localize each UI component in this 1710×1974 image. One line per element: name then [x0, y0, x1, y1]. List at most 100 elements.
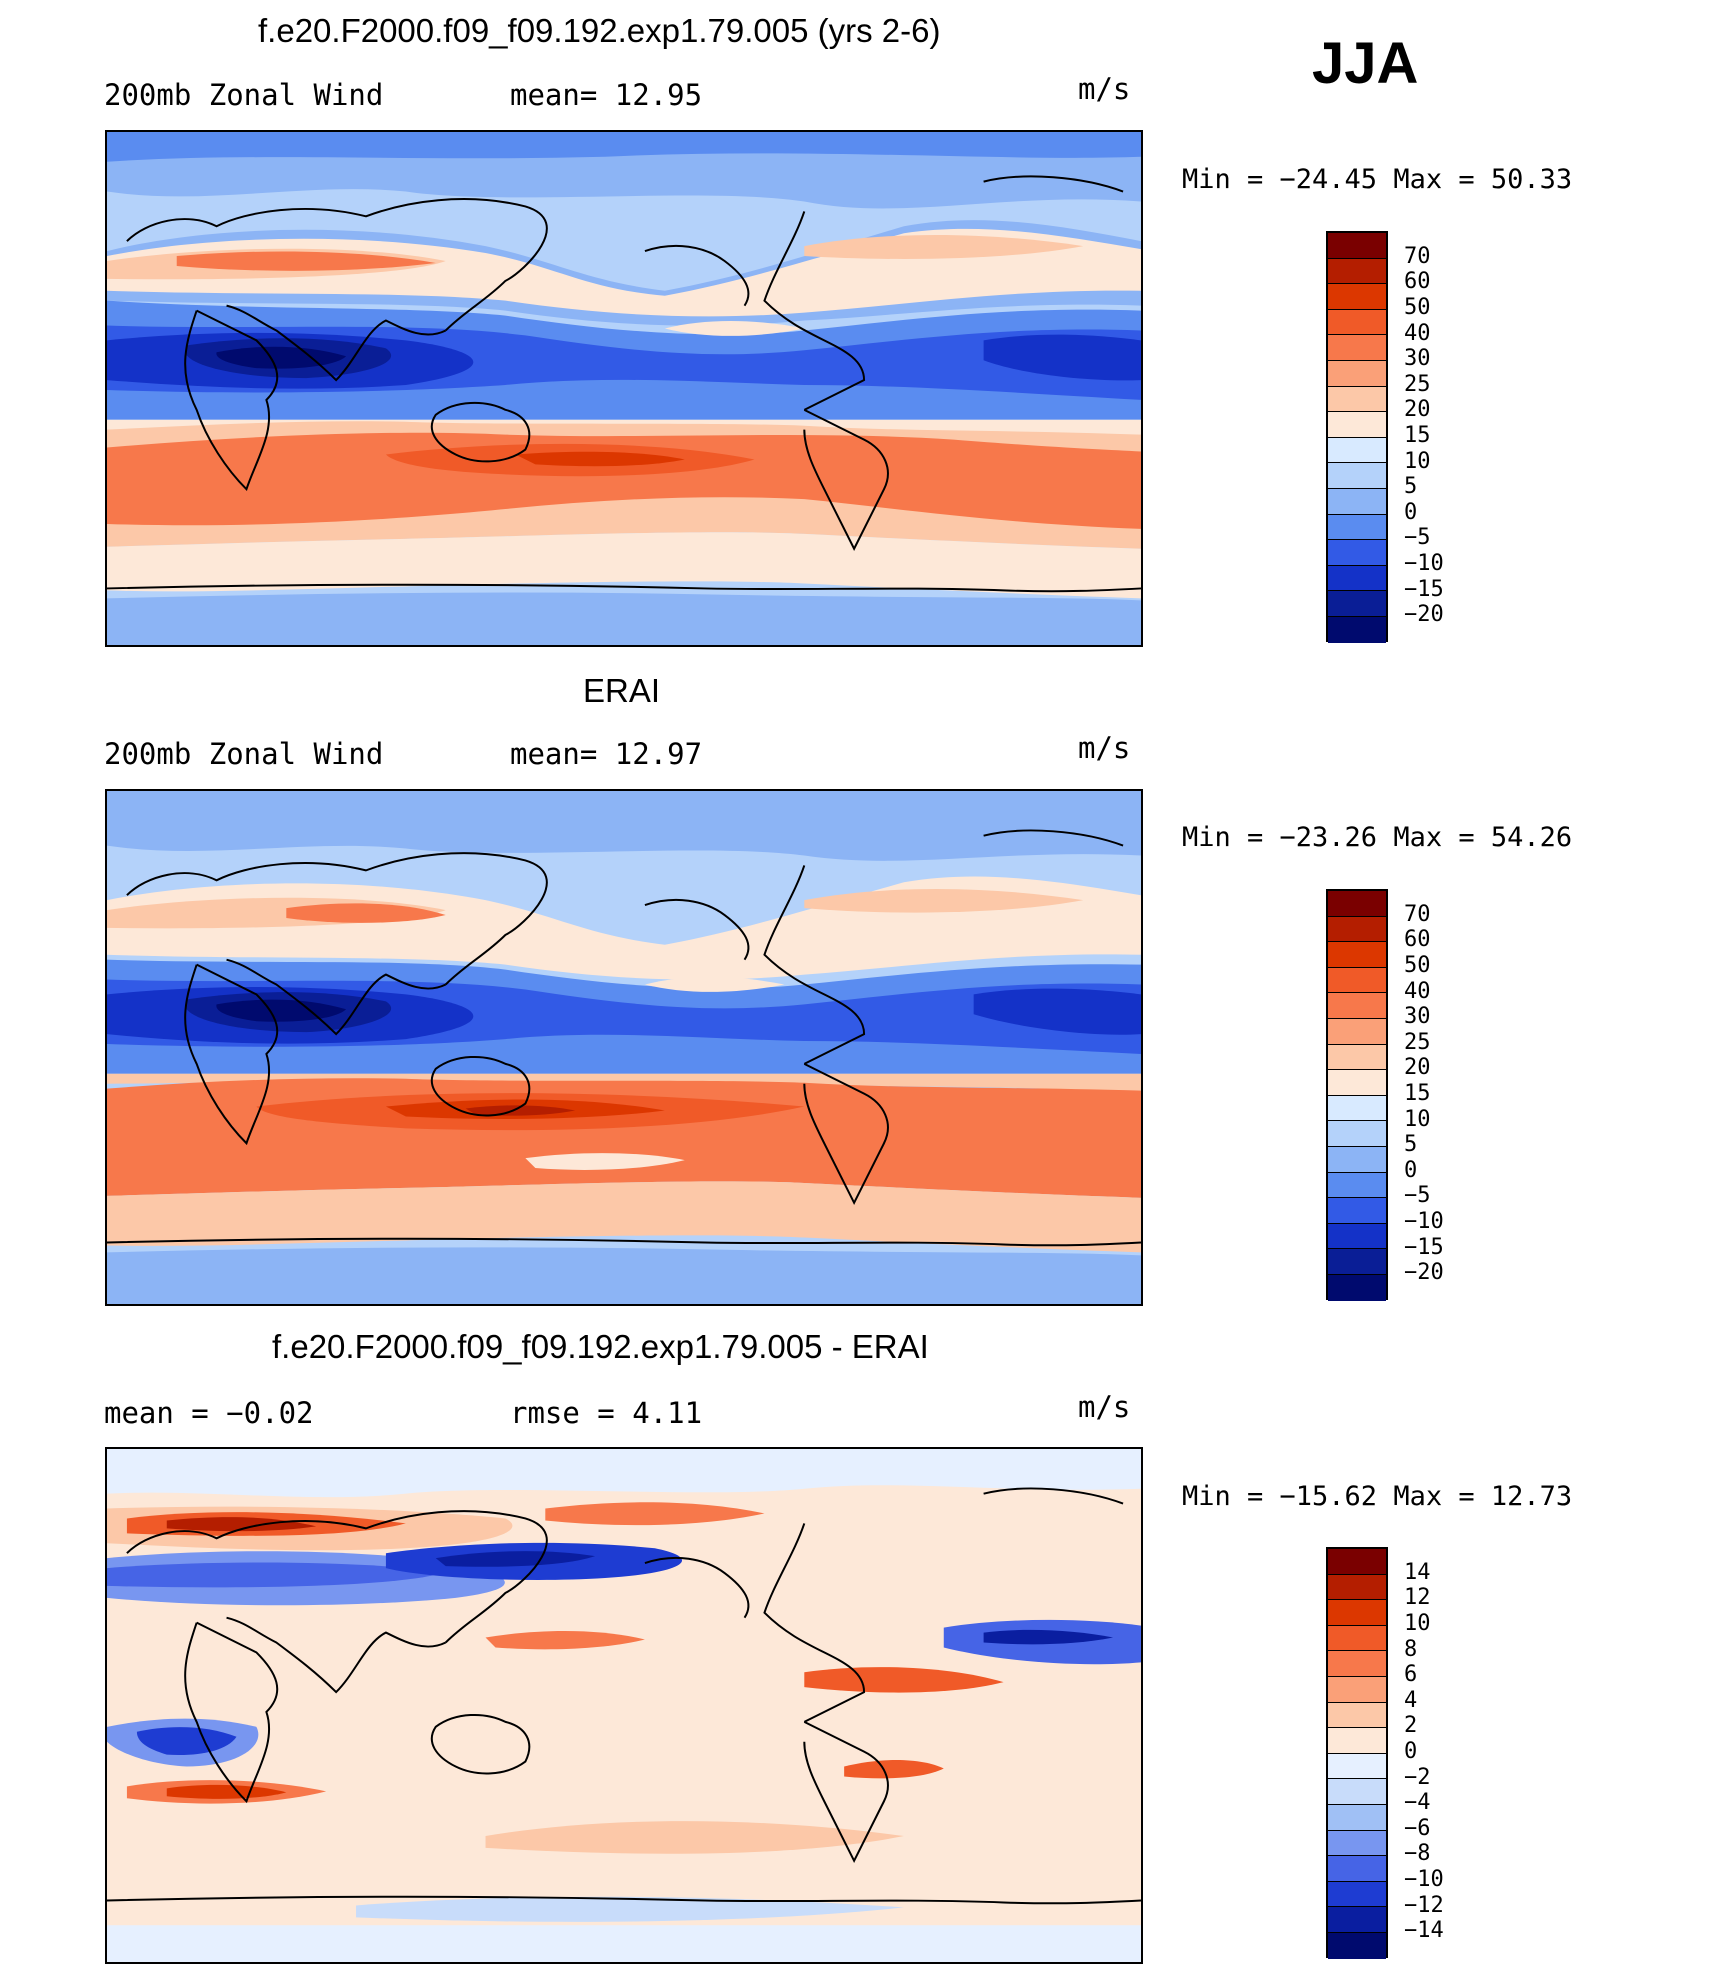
panel-2-colorbar-label: 60: [1404, 927, 1431, 952]
panel-1-colorbar-swatch: [1328, 437, 1386, 464]
panel-2-colorbar-label: 20: [1404, 1055, 1431, 1080]
panel-2-colorbar-label: 25: [1404, 1030, 1431, 1055]
panel-3-minmax: Min = −15.62 Max = 12.73: [1182, 1481, 1573, 1512]
panel-2-colorbar-swatch: [1328, 967, 1386, 994]
panel-2-colorbar-label: 10: [1404, 1107, 1431, 1132]
panel-3-colorbar-swatch: [1328, 1907, 1386, 1933]
panel-1-colorbar-swatch: [1328, 591, 1386, 617]
panel-2-colorbar-label: 0: [1404, 1158, 1418, 1183]
panel-3-colorbar-swatch: [1328, 1881, 1386, 1908]
panel-2-colorbar-swatch: [1328, 1198, 1386, 1224]
panel-1-colorbar-label: 70: [1404, 244, 1431, 269]
panel-3-colorbar-swatch: [1328, 1574, 1386, 1601]
panel-2-colorbar-swatch: [1328, 1095, 1386, 1122]
panel-1-variable-label: 200mb Zonal Wind: [104, 78, 384, 112]
panel-3-colorbar-swatch: [1328, 1932, 1386, 1959]
panel-1-colorbar-swatch: [1328, 463, 1386, 489]
panel-3-colorbar: [1326, 1547, 1388, 1959]
panel-1-colorbar-label: 50: [1404, 295, 1431, 320]
panel-3-colorbar-swatch: [1328, 1676, 1386, 1703]
panel-1-colorbar-swatch: [1328, 412, 1386, 438]
panel-3-units: m/s: [1078, 1390, 1131, 1424]
panel-2-colorbar-swatch: [1328, 1274, 1386, 1301]
panel-2-colorbar-swatch: [1328, 993, 1386, 1019]
panel-2-colorbar-swatch: [1328, 942, 1386, 968]
panel-1-colorbar-label: 0: [1404, 500, 1418, 525]
panel-3-colorbar-label: −8: [1404, 1841, 1431, 1866]
panel-1-colorbar: [1326, 231, 1388, 643]
panel-3-colorbar-label: −6: [1404, 1816, 1431, 1841]
panel-2-colorbar-swatch: [1328, 1018, 1386, 1045]
panel-3-colorbar-swatch: [1328, 1779, 1386, 1805]
panel-1-title: f.e20.F2000.f09_f09.192.exp1.79.005 (yrs…: [258, 12, 941, 49]
panel-2-mean-label: mean= 12.97: [510, 737, 703, 771]
panel-3-map: [105, 1447, 1143, 1964]
panel-2-colorbar-label: −5: [1404, 1183, 1431, 1208]
panel-1-colorbar-label: −20: [1404, 602, 1444, 627]
panel-1-units: m/s: [1078, 72, 1131, 106]
panel-2-colorbar-swatch: [1328, 1249, 1386, 1275]
panel-3-colorbar-label: 4: [1404, 1688, 1418, 1713]
panel-2-colorbar-swatch: [1328, 891, 1386, 917]
panel-3-colorbar-swatch: [1328, 1728, 1386, 1754]
panel-1-colorbar-swatch: [1328, 514, 1386, 541]
panel-2-colorbar-swatch: [1328, 1172, 1386, 1199]
panel-1-colorbar-swatch: [1328, 284, 1386, 310]
panel-2-colorbar-swatch: [1328, 1223, 1386, 1250]
panel-1-map: [105, 130, 1143, 647]
panel-3-colorbar-label: −12: [1404, 1893, 1444, 1918]
panel-2-contour-field: [107, 791, 1141, 1304]
panel-1-colorbar-label: 5: [1404, 474, 1418, 499]
panel-1-colorbar-label: 15: [1404, 423, 1431, 448]
panel-3-mean-label: mean = −0.02: [104, 1396, 314, 1430]
panel-3-colorbar-label: −2: [1404, 1765, 1431, 1790]
panel-2-colorbar-label: 5: [1404, 1132, 1418, 1157]
panel-3-colorbar-label: −10: [1404, 1867, 1444, 1892]
panel-1-colorbar-swatch: [1328, 616, 1386, 643]
panel-1-colorbar-swatch: [1328, 309, 1386, 336]
panel-1-colorbar-swatch: [1328, 233, 1386, 259]
panel-2-colorbar-label: 15: [1404, 1081, 1431, 1106]
panel-1-colorbar-swatch: [1328, 565, 1386, 592]
panel-3-colorbar-label: 2: [1404, 1713, 1418, 1738]
panel-2-colorbar: [1326, 889, 1388, 1301]
panel-2-variable-label: 200mb Zonal Wind: [104, 737, 384, 771]
panel-1-colorbar-label: 30: [1404, 346, 1431, 371]
panel-3-colorbar-label: −14: [1404, 1918, 1444, 1943]
panel-3-colorbar-label: 10: [1404, 1611, 1431, 1636]
panel-1-contour-field: [107, 132, 1141, 645]
panel-3-colorbar-swatch: [1328, 1804, 1386, 1831]
panel-2-map: [105, 789, 1143, 1306]
panel-2-colorbar-label: 40: [1404, 979, 1431, 1004]
panel-1-minmax: Min = −24.45 Max = 50.33: [1182, 164, 1573, 195]
panel-3-colorbar-label: 6: [1404, 1662, 1418, 1687]
panel-3-contour-field: [107, 1449, 1141, 1962]
panel-2-colorbar-label: −15: [1404, 1235, 1444, 1260]
panel-3-colorbar-swatch: [1328, 1625, 1386, 1652]
panel-3-colorbar-swatch: [1328, 1702, 1386, 1729]
panel-2-colorbar-label: 30: [1404, 1004, 1431, 1029]
panel-3-colorbar-swatch: [1328, 1651, 1386, 1677]
panel-3-colorbar-label: 8: [1404, 1637, 1418, 1662]
panel-1-colorbar-swatch: [1328, 540, 1386, 566]
panel-1-colorbar-swatch: [1328, 386, 1386, 413]
panel-3-colorbar-label: 12: [1404, 1585, 1431, 1610]
panel-2-title: ERAI: [583, 672, 661, 709]
panel-1-colorbar-label: 10: [1404, 449, 1431, 474]
panel-3-colorbar-label: 14: [1404, 1560, 1431, 1585]
panel-2-colorbar-label: −10: [1404, 1209, 1444, 1234]
panel-3-colorbar-swatch: [1328, 1856, 1386, 1882]
panel-1-colorbar-swatch: [1328, 360, 1386, 387]
panel-2-units: m/s: [1078, 731, 1131, 765]
panel-1-colorbar-label: −15: [1404, 577, 1444, 602]
panel-3-colorbar-swatch: [1328, 1600, 1386, 1626]
panel-2-colorbar-swatch: [1328, 1146, 1386, 1173]
panel-1-colorbar-label: 60: [1404, 269, 1431, 294]
panel-2-minmax: Min = −23.26 Max = 54.26: [1182, 822, 1573, 853]
panel-2-colorbar-label: 70: [1404, 902, 1431, 927]
panel-1-colorbar-label: 20: [1404, 397, 1431, 422]
panel-2-colorbar-swatch: [1328, 1070, 1386, 1096]
panel-2-colorbar-label: 50: [1404, 953, 1431, 978]
panel-1-mean-label: mean= 12.95: [510, 78, 703, 112]
panel-3-colorbar-swatch: [1328, 1753, 1386, 1780]
